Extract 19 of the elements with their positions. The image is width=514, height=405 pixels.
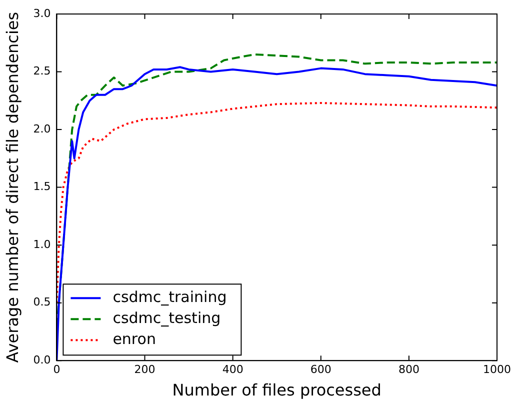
x-tick-label: 200 (134, 363, 156, 376)
legend-label: csdmc_training (112, 288, 227, 306)
y-tick-label: 2.0 (33, 122, 51, 136)
y-tick-label: 3.0 (33, 6, 51, 20)
x-tick-label: 600 (310, 363, 332, 376)
y-axis-title: Average number of direct file dependencies (2, 12, 22, 363)
y-tick-label: 1.0 (33, 238, 51, 251)
y-tick-label: 0.0 (33, 353, 51, 366)
x-tick-label: 0 (53, 363, 60, 376)
x-tick-label: 800 (398, 363, 420, 376)
line-series (56, 102, 498, 304)
x-tick-label: 400 (222, 363, 244, 376)
legend-label: enron (112, 330, 156, 348)
x-tick-label: 1000 (483, 363, 512, 376)
y-tick-label: 2.5 (33, 64, 51, 78)
legend-label: csdmc_testing (112, 308, 221, 327)
y-tick-label: 0.5 (33, 296, 51, 309)
y-tick-label: 1.5 (33, 180, 51, 194)
x-axis-title: Number of files processed (172, 380, 382, 400)
